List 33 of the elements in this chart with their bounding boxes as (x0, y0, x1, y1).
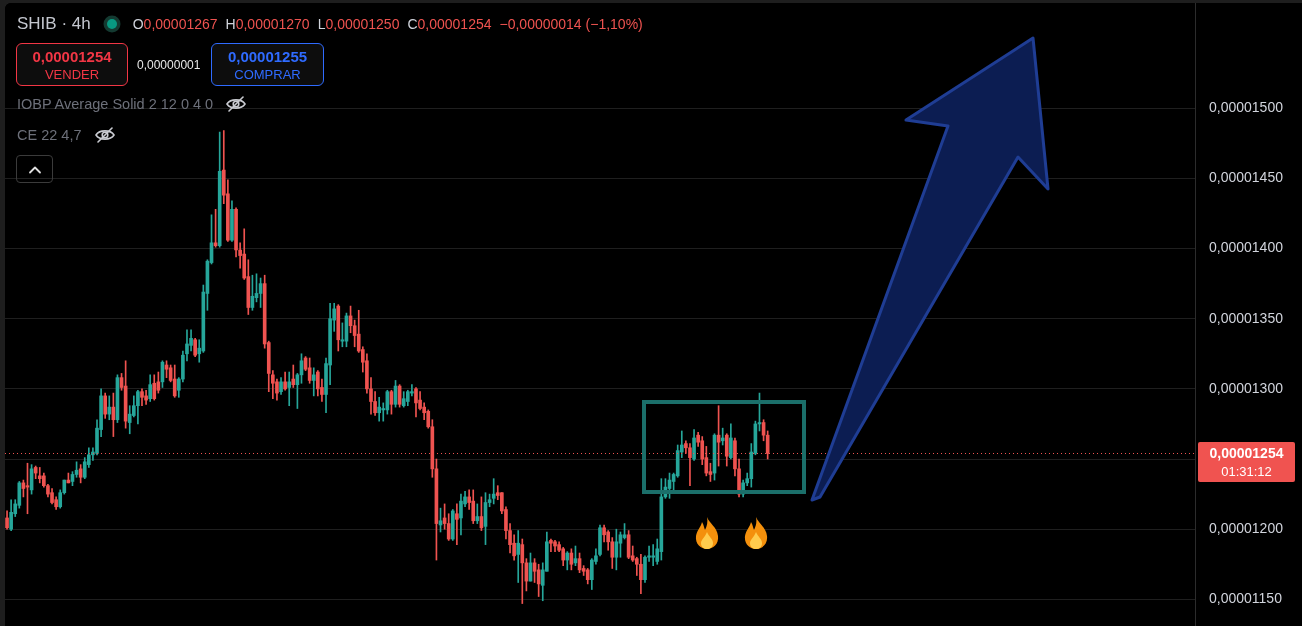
y-tick-label: 0,00001400 (1209, 239, 1284, 256)
candlestick (311, 367, 316, 397)
annotation: L0,00001250 (317, 16, 400, 32)
annotation: H0,00001270 (225, 16, 310, 32)
candlestick (720, 427, 725, 446)
annotation: 0,00000001 (137, 58, 201, 72)
text: 01:31:12 (1220, 463, 1273, 480)
y-tick-label: 0,00001300 (1209, 379, 1284, 396)
y-tick-label: 0,00001200 (1209, 520, 1284, 537)
annotation: IOBP Average Solid 2 12 0 4 0 (17, 96, 214, 112)
collapse-button[interactable] (16, 155, 53, 183)
candlestick (491, 478, 496, 505)
y-tick-label: 0,00001350 (1209, 309, 1284, 326)
annotation: VENDER (44, 65, 100, 83)
candlestick (516, 530, 521, 583)
annotation: C0,00001254 (407, 16, 492, 32)
annotation: −0,00000014 (−1,10%) (499, 16, 643, 32)
y-tick-label: 0,00001500 (1209, 99, 1284, 116)
candlestick (37, 467, 42, 484)
ref-line-label: 0,00001254 (1208, 444, 1285, 463)
candlestick (455, 503, 459, 545)
annotation: O0,00001267 (132, 16, 218, 32)
annotation: COMPRAR (234, 65, 301, 83)
y-tick-label: 0,00001150 (1209, 590, 1283, 607)
text: SHIB · 4h (17, 14, 91, 34)
annotation: 0,00001255 (227, 46, 308, 66)
annotation: CE 22 4,7 (17, 127, 82, 143)
sell-button[interactable] (16, 43, 128, 86)
candlestick (287, 371, 292, 407)
y-tick-label: 0,00001450 (1209, 169, 1284, 186)
candlestick (651, 544, 655, 566)
buy-button[interactable] (211, 43, 324, 86)
annotation: 0,00001254 (32, 46, 112, 66)
